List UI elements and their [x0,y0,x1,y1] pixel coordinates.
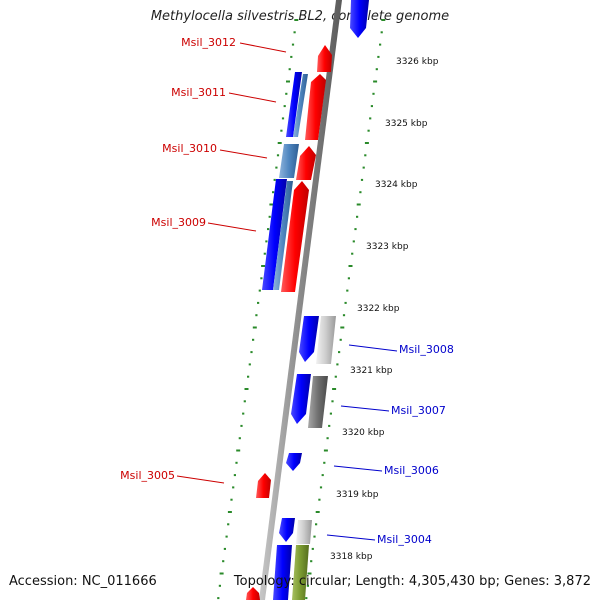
gene-msil-3011-steel[interactable] [293,74,308,137]
tick-tracks [217,19,386,600]
minus-connectors [176,42,287,484]
gene-msil-3010[interactable] [296,146,316,180]
plus-connectors [326,344,398,541]
gene-msil-3009-blue[interactable] [262,179,287,290]
gene-label-msil-3009[interactable]: Msil_3009 [151,216,206,229]
gene-msil-3007[interactable] [291,374,311,424]
gene-msil-3004-gray[interactable] [296,520,312,544]
gene-label-msil-3005[interactable]: Msil_3005 [120,469,175,482]
genome-title: Methylocella silvestris BL2, complete ge… [150,9,450,24]
kbp-label: 3319 kbp [336,490,379,500]
kbp-label: 3318 kbp [330,552,373,562]
kbp-label: 3325 kbp [385,119,428,129]
genome-summary-text: Topology: circular; Length: 4,305,430 bp… [233,574,591,589]
gene-msil-3007-gray[interactable] [308,376,328,428]
kbp-label: 3322 kbp [357,304,400,314]
gene-msil-3004[interactable] [279,518,295,542]
gene-msil-3009-steel[interactable] [273,181,293,290]
gene-label-msil-3011[interactable]: Msil_3011 [171,86,226,99]
gene-label-msil-3004[interactable]: Msil_3004 [377,533,432,546]
gene-msil-3008-gray[interactable] [316,316,336,364]
gene-labels-minus: Msil_3012 Msil_3011 Msil_3010 Msil_3009 … [120,36,236,482]
genome-backbone [259,0,342,600]
kbp-label: 3323 kbp [366,242,409,252]
gene-msil-3012[interactable] [317,45,332,72]
gene-msil-3006[interactable] [286,453,302,471]
kbp-label: 3320 kbp [342,428,385,438]
gene-bottom-blue[interactable] [273,545,292,600]
gene-labels-plus: Msil_3008 Msil_3007 Msil_3006 Msil_3004 [377,343,454,546]
kbp-label: 3326 kbp [396,57,439,67]
gene-label-msil-3012[interactable]: Msil_3012 [181,36,236,49]
gene-msil-3011[interactable] [305,74,326,140]
gene-features [246,0,369,600]
gene-msil-3009[interactable] [281,181,309,292]
gene-label-msil-3007[interactable]: Msil_3007 [391,404,446,417]
gene-bottom-red[interactable] [246,587,260,600]
gene-msil-3011-blue[interactable] [286,72,302,137]
kbp-label: 3324 kbp [375,180,418,190]
kbp-label: 3321 kbp [350,366,393,376]
gene-msil-3010-steel[interactable] [279,144,299,178]
gene-bottom-olive[interactable] [292,545,309,600]
gene-msil-3005[interactable] [256,473,271,498]
gene-msil-3008[interactable] [299,316,319,362]
gene-top-partial[interactable] [350,0,369,38]
accession-text: Accession: NC_011666 [9,574,157,589]
kbp-scale: 3326 kbp 3325 kbp 3324 kbp 3323 kbp 3322… [330,57,439,562]
gene-label-msil-3010[interactable]: Msil_3010 [162,142,217,155]
gene-label-msil-3006[interactable]: Msil_3006 [384,464,439,477]
gene-label-msil-3008[interactable]: Msil_3008 [399,343,454,356]
